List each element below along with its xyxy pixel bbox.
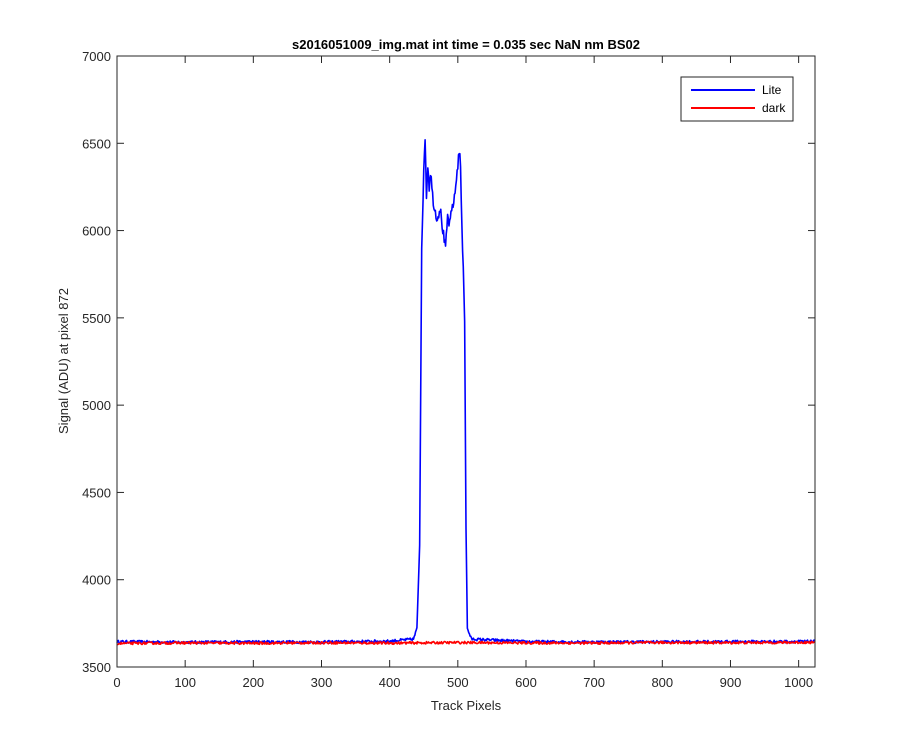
y-tick-label: 5000 bbox=[82, 398, 111, 413]
y-tick-label: 7000 bbox=[82, 49, 111, 64]
legend: Lite dark bbox=[680, 76, 794, 122]
y-tick-label: 6500 bbox=[82, 136, 111, 151]
x-tick-label: 0 bbox=[113, 675, 120, 690]
y-tick-label: 6000 bbox=[82, 224, 111, 239]
legend-label-lite: Lite bbox=[762, 83, 782, 97]
y-axis: 3500 4000 4500 5000 5500 6000 6500 7000 bbox=[82, 49, 815, 675]
x-tick-label: 500 bbox=[447, 675, 469, 690]
legend-box bbox=[680, 76, 794, 122]
x-tick-label: 800 bbox=[651, 675, 673, 690]
x-tick-label: 700 bbox=[583, 675, 605, 690]
x-tick-label: 300 bbox=[311, 675, 333, 690]
y-tick-label: 3500 bbox=[82, 660, 111, 675]
x-axis-label: Track Pixels bbox=[431, 698, 502, 713]
legend-label-dark: dark bbox=[762, 101, 786, 115]
x-tick-label: 1000 bbox=[784, 675, 813, 690]
series-layer bbox=[116, 139, 816, 646]
x-tick-label: 400 bbox=[379, 675, 401, 690]
y-axis-label: Signal (ADU) at pixel 872 bbox=[56, 288, 71, 434]
y-tick-label: 4500 bbox=[82, 485, 111, 500]
x-tick-label: 200 bbox=[242, 675, 264, 690]
x-tick-label: 600 bbox=[515, 675, 537, 690]
chart-title: s2016051009_img.mat int time = 0.035 sec… bbox=[292, 37, 640, 52]
x-tick-label: 100 bbox=[174, 675, 196, 690]
series-line-dark bbox=[116, 640, 816, 646]
x-axis: 0 100 200 300 400 500 600 700 800 900 1000 bbox=[113, 56, 813, 690]
y-tick-label: 5500 bbox=[82, 311, 111, 326]
plot-frame bbox=[116, 55, 816, 668]
y-tick-label: 4000 bbox=[82, 573, 111, 588]
x-tick-label: 900 bbox=[720, 675, 742, 690]
